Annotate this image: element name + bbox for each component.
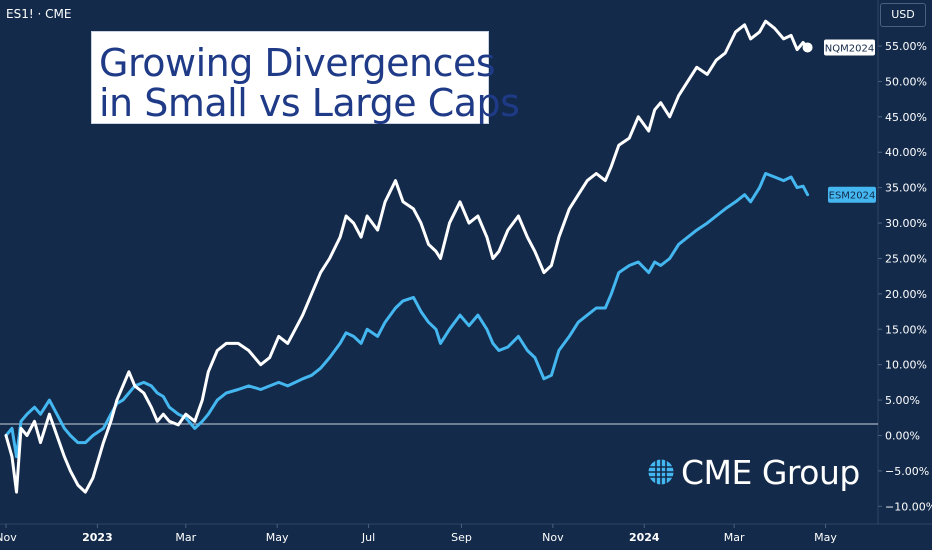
chart-title-box: Growing Divergences in Small vs Large Ca… [91,31,520,125]
series-labels[interactable]: ESM2024 NQM2024 [824,39,876,203]
series-label-text: ESM2024 [829,191,876,202]
series-lines[interactable] [4,19,813,494]
series-end-marker [802,42,813,53]
x-axis-ticks[interactable]: Nov 2023 Mar May Jul Sep Nov 2024 Mar May [0,524,837,544]
y-tick-label: 45.00% [885,111,927,124]
symbol-label[interactable]: ES1! · CME [6,7,72,21]
y-tick-label: −5.00% [885,465,929,478]
x-tick-label: Mar [724,531,745,544]
x-tick-label: 2024 [629,531,660,544]
chart-title-line-1: Growing Divergences [99,41,496,85]
x-tick-label: Jul [361,531,375,544]
chart-title-line-2: in Small vs Large Caps [99,81,520,125]
x-tick-label: Mar [175,531,196,544]
y-tick-label: 10.00% [885,359,927,372]
x-tick-label: May [814,531,837,544]
x-tick-label: Nov [0,531,17,544]
cme-group-logo: CME Group [647,452,860,492]
logo-text: CME Group [681,452,860,492]
globe-icon [648,459,674,485]
y-tick-label: 35.00% [885,182,927,195]
y-tick-label: 30.00% [885,217,927,230]
x-tick-label: May [266,531,289,544]
currency-button[interactable]: USD [880,3,926,27]
y-tick-label: 50.00% [885,75,927,88]
y-tick-label: 15.00% [885,323,927,336]
y-tick-label: 25.00% [885,252,927,265]
y-tick-label: 20.00% [885,288,927,301]
x-tick-label: Sep [451,531,472,544]
y-tick-label: 55.00% [885,40,927,53]
x-tick-label: Nov [542,531,564,544]
series-line-esm2024 [4,172,810,459]
series-line-nqm2024 [4,19,810,494]
x-tick-label: 2023 [82,531,113,544]
y-tick-label: −10.00% [885,500,932,513]
y-tick-label: 40.00% [885,146,927,159]
y-axis-ticks[interactable]: −10.00% −5.00% 0.00% 5.00% 10.00% 15.00% 20.00… [878,40,932,513]
y-tick-label: 0.00% [885,429,920,442]
series-label-tag [824,39,875,56]
y-tick-label: 5.00% [885,394,920,407]
series-label-text: NQM2024 [825,43,874,54]
series-label-tag [828,186,876,203]
